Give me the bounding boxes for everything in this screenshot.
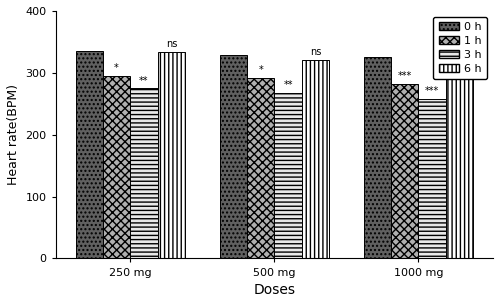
Text: ns: ns [310,47,321,57]
Bar [76,51,103,258]
Bar [158,52,185,258]
Text: ***: *** [398,71,412,81]
Legend: 0 h, 1 h, 3 h, 6 h: 0 h, 1 h, 3 h, 6 h [433,16,488,79]
Text: *: * [114,64,119,74]
Bar [364,57,391,258]
X-axis label: Doses: Doses [254,283,296,297]
Text: *: * [258,65,263,75]
Bar [391,84,418,258]
Bar [446,64,473,258]
Bar [274,93,301,258]
Bar [130,88,158,258]
Text: ns: ns [454,50,465,60]
Bar [103,76,130,258]
Text: **: ** [139,76,148,86]
Y-axis label: Heart rate(BPM): Heart rate(BPM) [7,84,20,185]
Bar [418,99,446,258]
Text: ns: ns [166,39,177,49]
Bar [302,60,329,258]
Bar [247,78,274,258]
Text: **: ** [284,80,293,90]
Text: ***: *** [425,86,439,96]
Bar [220,56,247,258]
